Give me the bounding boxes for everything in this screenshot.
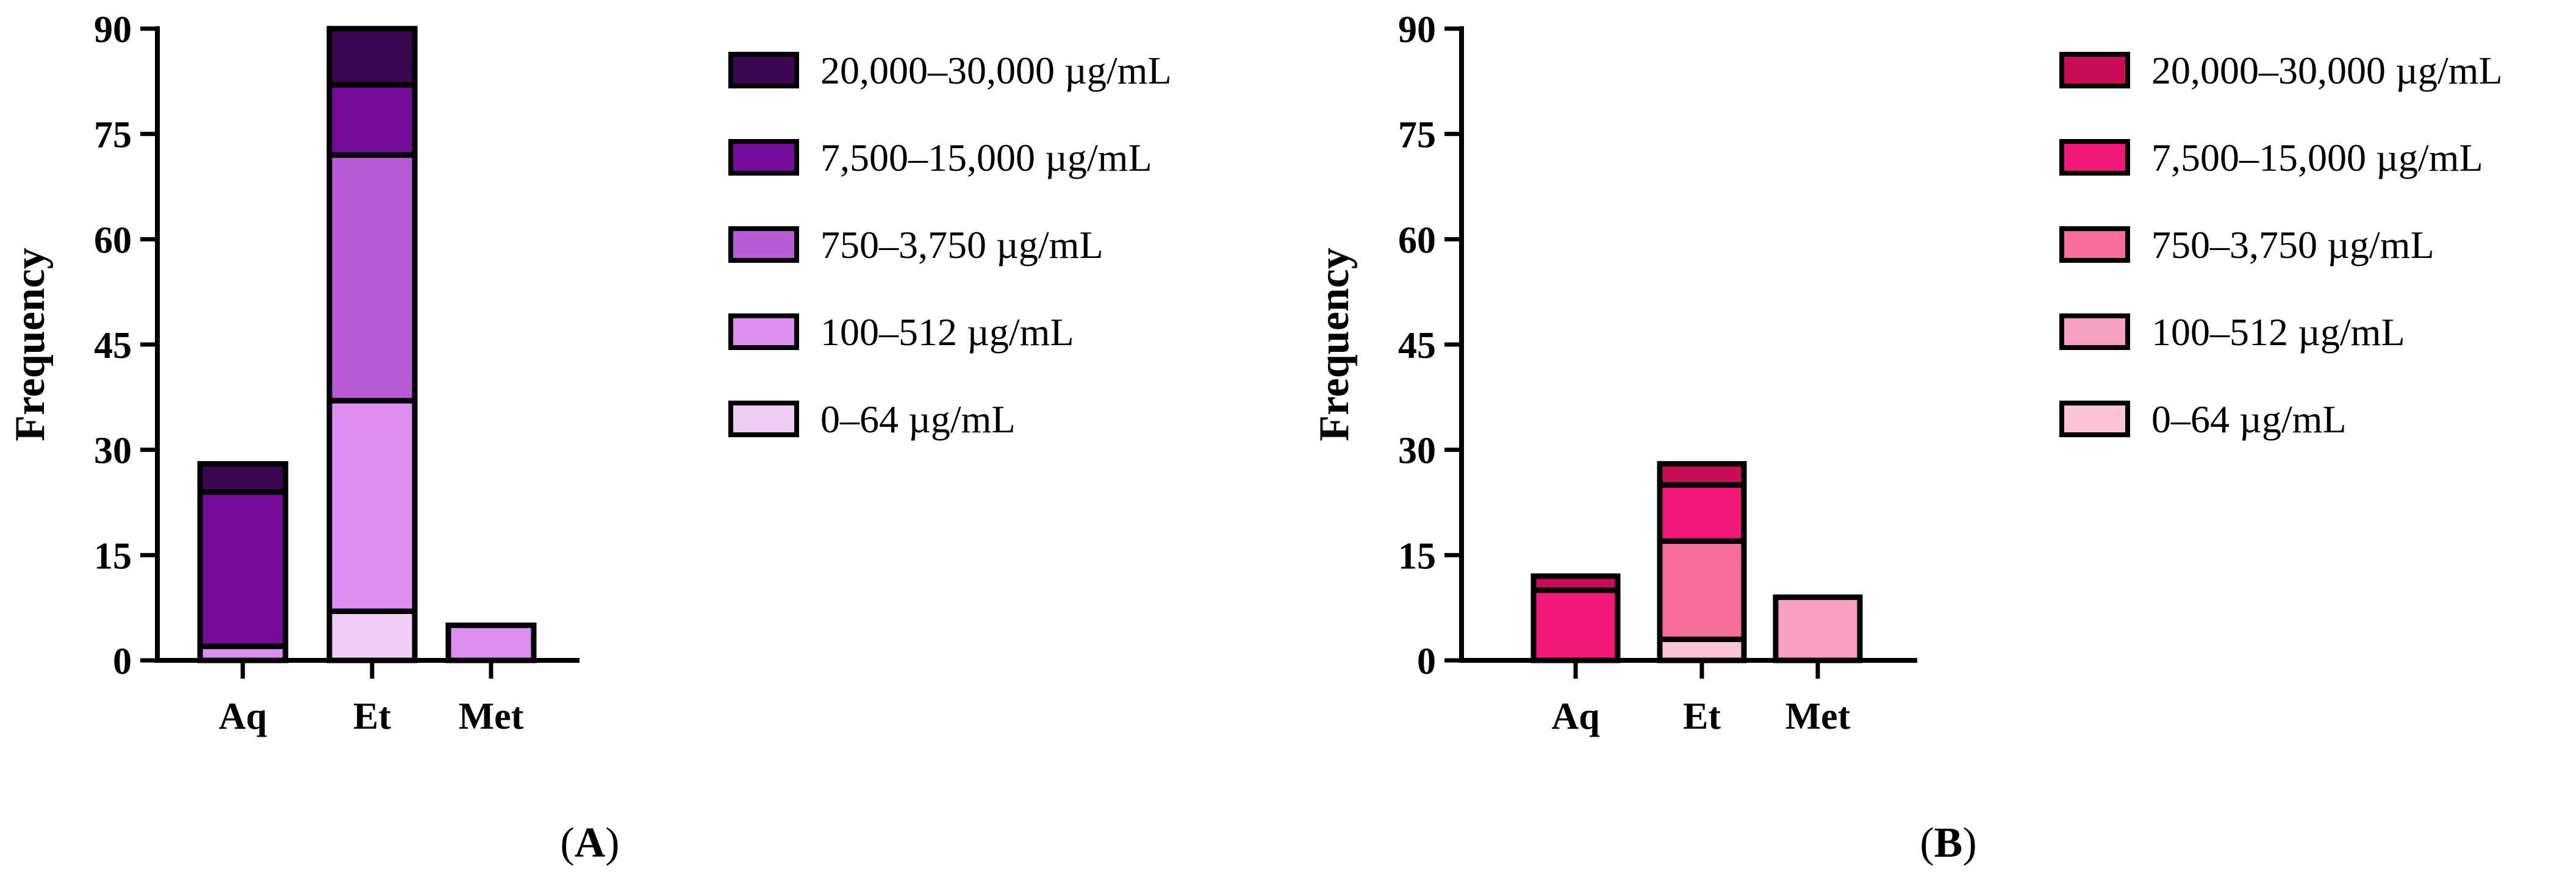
bar-segment	[326, 26, 418, 88]
legend-item: 750–3,750 µg/mL	[2059, 223, 2434, 266]
bar-segment	[1657, 482, 1747, 544]
y-tick-label: 60	[94, 220, 132, 261]
legend-label: 0–64 µg/mL	[2151, 398, 2347, 441]
y-tick-label: 0	[113, 641, 132, 682]
y-tick-label: 30	[94, 430, 132, 472]
legend-label: 7,500–15,000 µg/mL	[820, 136, 1152, 179]
legend-swatch	[728, 52, 799, 88]
y-tick-label: 15	[1398, 535, 1436, 577]
y-tick-label: 30	[1398, 430, 1436, 472]
bar-segment	[445, 622, 537, 663]
legend-swatch	[2059, 401, 2130, 437]
bar-segment	[1657, 636, 1747, 663]
legend-label: 750–3,750 µg/mL	[2151, 223, 2434, 266]
y-tick-label: 75	[1398, 115, 1436, 156]
panel-label: (A)	[560, 820, 619, 866]
legend-swatch	[2059, 313, 2130, 350]
bar-segment	[197, 489, 289, 649]
legend-swatch	[2059, 139, 2130, 176]
x-tick-label: Aq	[218, 696, 267, 737]
legend-swatch	[728, 401, 799, 437]
legend-swatch	[2059, 52, 2130, 88]
legend-label: 0–64 µg/mL	[820, 398, 1016, 441]
x-tick-label: Met	[1785, 696, 1851, 737]
y-tick-label: 75	[94, 115, 132, 156]
y-tick-label: 0	[1417, 641, 1436, 682]
bar-segment	[1773, 594, 1863, 663]
x-tick-label: Et	[353, 696, 391, 737]
legend-item: 20,000–30,000 µg/mL	[728, 49, 1172, 92]
chart-panel-B: 0 15 30 45 60 75 90 Aq Et Met Frequency 20,000–30,0…	[1311, 9, 2503, 866]
bar-segment	[1530, 573, 1621, 593]
legend-item: 7,500–15,000 µg/mL	[2059, 136, 2483, 179]
x-tick-label: Aq	[1551, 696, 1599, 737]
bar-segment	[326, 608, 418, 663]
legend-label: 100–512 µg/mL	[820, 310, 1074, 354]
bar-segment	[326, 152, 418, 404]
legend-label: 7,500–15,000 µg/mL	[2151, 136, 2483, 179]
y-tick-label: 90	[1398, 9, 1436, 51]
legend-label: 20,000–30,000 µg/mL	[2151, 49, 2503, 92]
y-tick-label: 45	[1398, 325, 1436, 366]
legend-item: 7,500–15,000 µg/mL	[728, 136, 1152, 179]
legend: 20,000–30,000 µg/mL 7,500–15,000 µg/mL 750…	[728, 49, 1172, 441]
bar-segment	[326, 398, 418, 614]
x-tick-label: Et	[1683, 696, 1721, 737]
legend-swatch	[2059, 226, 2130, 263]
legend-item: 100–512 µg/mL	[2059, 310, 2405, 354]
legend-item: 100–512 µg/mL	[728, 310, 1074, 354]
legend-item: 0–64 µg/mL	[728, 398, 1016, 441]
legend: 20,000–30,000 µg/mL 7,500–15,000 µg/mL 750…	[2059, 49, 2503, 441]
y-axis-title: Frequency	[7, 248, 54, 441]
bar-segment	[1530, 587, 1621, 663]
bar-segment	[197, 461, 289, 495]
legend-label: 100–512 µg/mL	[2151, 310, 2405, 354]
bar-segment	[326, 82, 418, 158]
legend-label: 20,000–30,000 µg/mL	[820, 49, 1172, 92]
bar-segment	[1657, 461, 1747, 488]
bar-segment	[1657, 538, 1747, 642]
legend-swatch	[728, 139, 799, 176]
x-tick-label: Met	[459, 696, 524, 737]
panel-label: (B)	[1920, 820, 1976, 866]
y-tick-label: 90	[94, 9, 132, 51]
legend-item: 0–64 µg/mL	[2059, 398, 2347, 441]
legend-item: 20,000–30,000 µg/mL	[2059, 49, 2503, 92]
y-tick-label: 60	[1398, 220, 1436, 261]
y-tick-label: 45	[94, 325, 132, 366]
legend-swatch	[728, 226, 799, 263]
legend-label: 750–3,750 µg/mL	[820, 223, 1103, 266]
legend-swatch	[728, 313, 799, 350]
chart-panel-A: 0 15 30 45 60 75 90 Aq Et Met Frequency 20,000–30,0…	[7, 9, 1172, 866]
legend-item: 750–3,750 µg/mL	[728, 223, 1103, 266]
y-axis-title: Frequency	[1311, 248, 1358, 441]
y-tick-label: 15	[94, 535, 132, 577]
